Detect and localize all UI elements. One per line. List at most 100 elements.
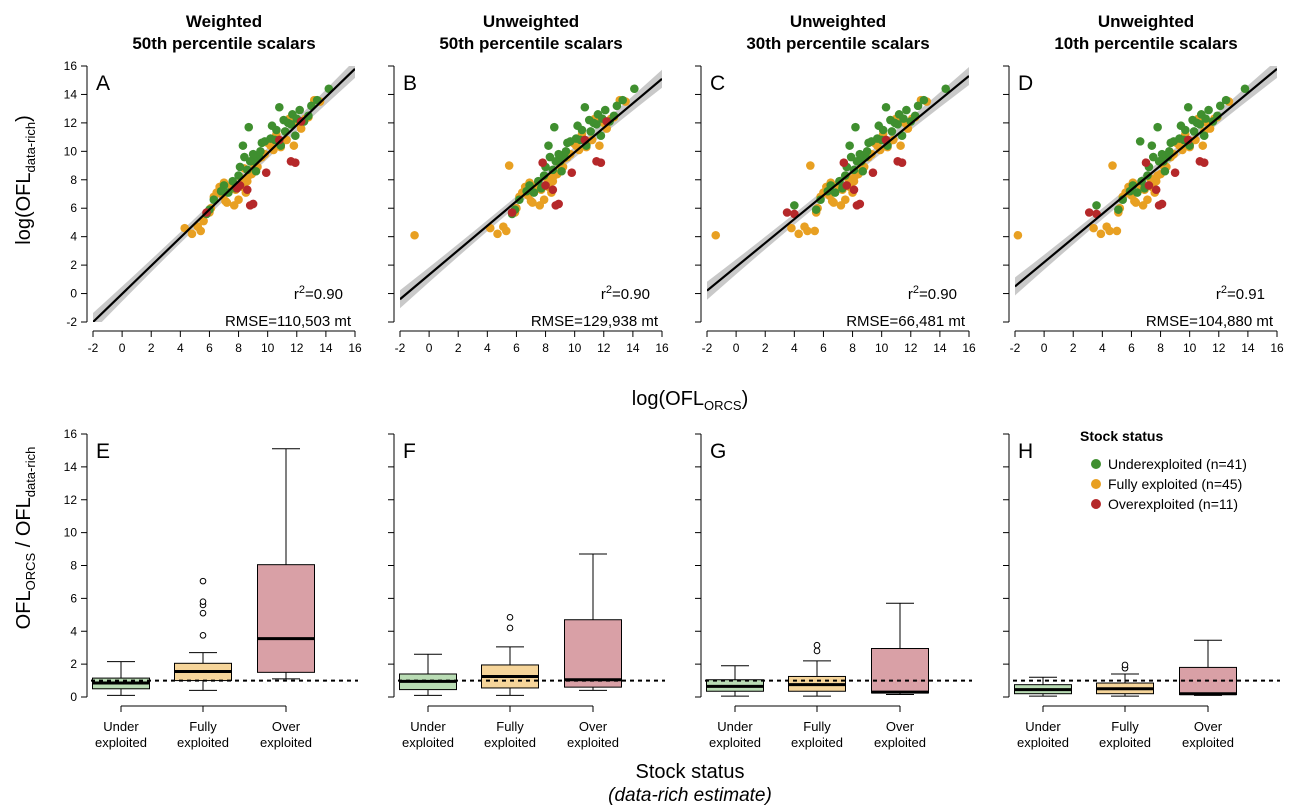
x-tick-label: 2 <box>762 341 769 355</box>
point-underexploited <box>858 166 868 176</box>
point-underexploited <box>283 118 293 128</box>
point-fully-exploited <box>1105 226 1114 236</box>
point-underexploited <box>600 105 610 115</box>
box-x-axis-label: Stock status <box>636 761 745 783</box>
point-fully-exploited <box>794 229 803 239</box>
panel-title-line2: 10th percentile scalars <box>1054 34 1237 53</box>
x-tick-label: 10 <box>875 341 889 355</box>
point-fully-exploited <box>787 223 796 233</box>
x-tick-label: 4 <box>791 341 798 355</box>
point-underexploited <box>245 156 255 166</box>
category-label-line1: Over <box>579 719 608 734</box>
point-underexploited <box>1135 137 1145 146</box>
point-underexploited <box>867 137 876 146</box>
regression-line <box>707 75 969 292</box>
panel-letter: D <box>1018 72 1033 95</box>
y-tick-label: 10 <box>64 144 78 158</box>
category-label-line1: Under <box>103 719 139 734</box>
point-fully-exploited <box>535 201 545 210</box>
point-underexploited <box>596 131 606 140</box>
y-tick-label: 10 <box>64 526 78 540</box>
x-tick-label: 0 <box>426 341 433 355</box>
point-underexploited <box>790 201 799 210</box>
legend: Stock status Underexploited (n=41) Fully… <box>1080 428 1247 512</box>
legend-swatch-fully-exploited <box>1091 479 1101 489</box>
panel-letter: C <box>710 72 725 95</box>
category-label-line2: exploited <box>709 735 761 750</box>
point-fully-exploited <box>1013 230 1023 240</box>
point-underexploited <box>251 166 261 176</box>
category-label-line2: exploited <box>1182 735 1234 750</box>
point-overexploited <box>842 181 852 190</box>
category-label-line2: exploited <box>791 735 843 750</box>
box-outlier <box>199 609 207 617</box>
point-overexploited <box>1144 181 1154 190</box>
category-label-line2: exploited <box>567 735 619 750</box>
point-underexploited <box>1164 147 1174 156</box>
panel-title-line2: 30th percentile scalars <box>746 34 929 53</box>
panel-title-line2: 50th percentile scalars <box>439 34 622 53</box>
point-underexploited <box>549 122 559 132</box>
point-underexploited <box>1153 122 1162 132</box>
box-y-axis-label: OFLORCS / OFLdata-rich <box>13 447 38 630</box>
point-underexploited <box>554 149 563 159</box>
point-fully-exploited <box>196 226 206 236</box>
rmse-label: RMSE=110,503 mt <box>225 313 352 330</box>
point-underexploited <box>1240 84 1250 94</box>
point-underexploited <box>840 171 850 180</box>
box-outlier <box>506 613 514 621</box>
point-overexploited <box>551 201 561 210</box>
point-underexploited <box>1221 95 1231 105</box>
point-overexploited <box>291 158 300 168</box>
panel-letter: A <box>96 72 110 95</box>
legend-swatch-underexploited <box>1091 459 1101 469</box>
x-tick-label: 12 <box>1212 341 1226 355</box>
point-underexploited <box>1201 114 1210 123</box>
point-underexploited <box>1157 149 1167 159</box>
category-label-line1: Over <box>1194 719 1223 734</box>
point-overexploited <box>782 208 792 217</box>
category-label-line2: exploited <box>402 735 454 750</box>
point-fully-exploited <box>827 196 837 206</box>
category-label-line2: exploited <box>1017 735 1069 750</box>
x-tick-label: 4 <box>177 341 184 355</box>
x-tick-label: 12 <box>597 341 611 355</box>
point-underexploited <box>580 102 590 112</box>
x-tick-label: 14 <box>319 341 333 355</box>
category-label-line1: Fully <box>496 719 524 734</box>
y-tick-label: 0 <box>70 690 77 704</box>
point-overexploited <box>1199 158 1209 168</box>
point-underexploited <box>881 102 891 112</box>
point-underexploited <box>573 121 582 131</box>
point-underexploited <box>913 101 923 111</box>
point-underexploited <box>566 137 575 146</box>
point-underexploited <box>612 101 622 111</box>
point-fully-exploited <box>836 201 846 210</box>
category-label-line1: Fully <box>803 719 831 734</box>
point-fully-exploited <box>806 161 815 170</box>
y-tick-label: 14 <box>64 460 78 474</box>
y-tick-label: 6 <box>70 591 77 605</box>
point-fully-exploited <box>1108 161 1117 170</box>
point-fully-exploited <box>504 161 514 170</box>
x-tick-label: 12 <box>290 341 304 355</box>
point-underexploited <box>234 171 243 180</box>
point-underexploited <box>887 127 897 136</box>
x-tick-label: 14 <box>626 341 640 355</box>
x-tick-label: 2 <box>455 341 462 355</box>
rmse-label: RMSE=129,938 mt <box>531 313 659 330</box>
category-label-line1: Over <box>886 719 915 734</box>
category-label-line1: Under <box>1025 719 1061 734</box>
r-squared-label: r2=0.90 <box>908 284 957 303</box>
panel-letter: B <box>403 72 417 95</box>
point-underexploited <box>630 84 639 94</box>
y-tick-label: 6 <box>70 201 77 215</box>
point-overexploited <box>242 185 252 195</box>
panel-title-line2: 50th percentile scalars <box>132 34 315 53</box>
point-underexploited <box>1204 105 1213 115</box>
category-label-line1: Fully <box>1111 719 1139 734</box>
category-label-line1: Under <box>717 719 753 734</box>
x-tick-label: 6 <box>513 341 520 355</box>
point-overexploited <box>1170 168 1180 177</box>
point-underexploited <box>1147 141 1157 150</box>
